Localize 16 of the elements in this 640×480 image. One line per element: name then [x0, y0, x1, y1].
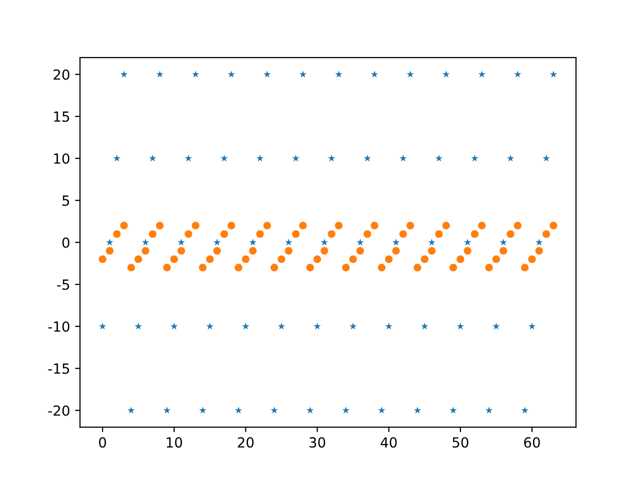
x-tick-label: 0 — [99, 437, 106, 448]
y-tick-label: 0 — [62, 237, 70, 248]
y-tick-label: 10 — [54, 153, 70, 164]
y-tick-label: 5 — [62, 196, 70, 206]
x-tick-label: 40 — [380, 437, 397, 448]
x-tick-label: 10 — [166, 437, 182, 448]
x-tick-label: 30 — [309, 437, 326, 448]
x-tick-label: 60 — [524, 437, 540, 448]
y-tick-label: -15 — [48, 364, 70, 374]
y-tick-label: -10 — [48, 321, 70, 332]
x-tick-label: 50 — [452, 437, 468, 448]
y-tick-label: -20 — [48, 405, 70, 416]
y-tick-label: 15 — [54, 112, 70, 122]
x-tick-label: 20 — [238, 437, 254, 448]
y-tick-label: 20 — [54, 69, 70, 80]
y-tick-label: -5 — [57, 280, 70, 290]
